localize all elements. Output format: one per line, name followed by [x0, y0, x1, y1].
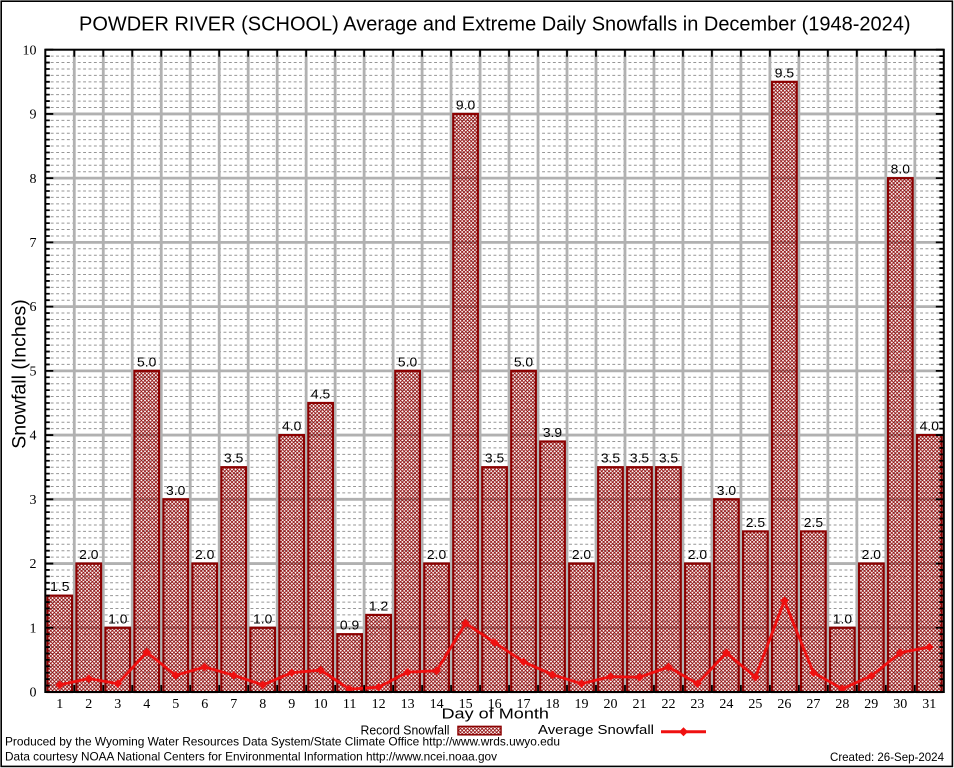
svg-text:2.0: 2.0 [79, 548, 98, 562]
svg-text:1: 1 [56, 697, 63, 712]
svg-text:31: 31 [922, 697, 936, 712]
svg-text:2: 2 [30, 557, 37, 572]
svg-text:5: 5 [30, 365, 37, 380]
svg-text:17: 17 [517, 697, 531, 712]
svg-text:Average Snowfall: Average Snowfall [538, 722, 654, 737]
svg-text:1.0: 1.0 [833, 612, 852, 626]
svg-text:5.0: 5.0 [398, 355, 417, 369]
svg-text:3.5: 3.5 [630, 452, 649, 466]
svg-text:Produced by the Wyoming Water: Produced by the Wyoming Water Resources … [5, 734, 560, 748]
svg-text:22: 22 [662, 697, 676, 712]
svg-text:2: 2 [85, 697, 92, 712]
svg-text:1.0: 1.0 [253, 612, 272, 626]
svg-text:4: 4 [30, 429, 37, 444]
svg-text:3.5: 3.5 [485, 452, 504, 466]
svg-text:POWDER RIVER (SCHOOL) Average: POWDER RIVER (SCHOOL) Average and Extrem… [79, 14, 911, 36]
svg-text:2.0: 2.0 [195, 548, 214, 562]
svg-text:19: 19 [575, 697, 589, 712]
svg-text:0: 0 [30, 686, 37, 701]
svg-text:16: 16 [488, 697, 502, 712]
svg-text:14: 14 [430, 697, 444, 712]
svg-text:7: 7 [230, 697, 237, 712]
svg-text:10: 10 [23, 43, 37, 58]
svg-text:1.2: 1.2 [369, 599, 388, 613]
svg-text:9: 9 [30, 108, 37, 123]
svg-text:18: 18 [546, 697, 560, 712]
svg-text:4.0: 4.0 [282, 420, 301, 434]
svg-text:3: 3 [114, 697, 121, 712]
svg-text:24: 24 [719, 697, 733, 712]
svg-text:12: 12 [372, 697, 386, 712]
svg-text:2.0: 2.0 [862, 548, 881, 562]
svg-text:3.5: 3.5 [659, 452, 678, 466]
svg-text:8: 8 [30, 172, 37, 187]
svg-text:9: 9 [288, 697, 295, 712]
svg-text:20: 20 [604, 697, 618, 712]
svg-text:6: 6 [30, 300, 37, 315]
svg-text:Record Snowfall: Record Snowfall [361, 722, 450, 737]
svg-text:1.0: 1.0 [108, 612, 127, 626]
svg-text:Snowfall (Inches): Snowfall (Inches) [9, 299, 31, 449]
svg-text:Day of Month: Day of Month [442, 706, 550, 723]
svg-text:29: 29 [864, 697, 878, 712]
svg-text:21: 21 [633, 697, 647, 712]
svg-text:8.0: 8.0 [891, 163, 910, 177]
svg-text:2.5: 2.5 [746, 516, 765, 530]
svg-text:4: 4 [143, 697, 150, 712]
svg-text:2.0: 2.0 [688, 548, 707, 562]
svg-text:3.5: 3.5 [601, 452, 620, 466]
svg-text:10: 10 [314, 697, 328, 712]
svg-text:30: 30 [893, 697, 907, 712]
svg-text:3.0: 3.0 [166, 484, 185, 498]
svg-text:4.5: 4.5 [311, 388, 330, 402]
svg-text:5.0: 5.0 [137, 355, 156, 369]
svg-text:4.0: 4.0 [920, 420, 939, 434]
svg-text:9.0: 9.0 [456, 98, 475, 112]
svg-text:9.5: 9.5 [775, 66, 794, 80]
svg-text:6: 6 [201, 697, 208, 712]
svg-text:13: 13 [401, 697, 415, 712]
svg-text:1: 1 [30, 621, 37, 636]
svg-text:8: 8 [259, 697, 266, 712]
svg-text:0.9: 0.9 [340, 619, 359, 633]
svg-text:2.0: 2.0 [427, 548, 446, 562]
svg-text:2.0: 2.0 [572, 548, 591, 562]
svg-text:3.9: 3.9 [543, 426, 562, 440]
svg-text:3: 3 [30, 493, 37, 508]
svg-text:3.0: 3.0 [717, 484, 736, 498]
svg-text:23: 23 [690, 697, 704, 712]
svg-text:28: 28 [835, 697, 849, 712]
svg-text:Created: 26-Sep-2024: Created: 26-Sep-2024 [830, 750, 944, 764]
svg-text:Data courtesy NOAA National Ce: Data courtesy NOAA National Centers for … [5, 749, 497, 763]
svg-text:5.0: 5.0 [514, 355, 533, 369]
svg-text:1.5: 1.5 [50, 580, 69, 594]
svg-text:2.5: 2.5 [804, 516, 823, 530]
svg-text:27: 27 [806, 697, 820, 712]
svg-text:11: 11 [343, 697, 356, 712]
svg-text:7: 7 [30, 236, 37, 251]
svg-text:15: 15 [459, 697, 473, 712]
svg-text:25: 25 [748, 697, 762, 712]
svg-text:26: 26 [777, 697, 791, 712]
svg-text:3.5: 3.5 [224, 452, 243, 466]
svg-text:5: 5 [172, 697, 179, 712]
